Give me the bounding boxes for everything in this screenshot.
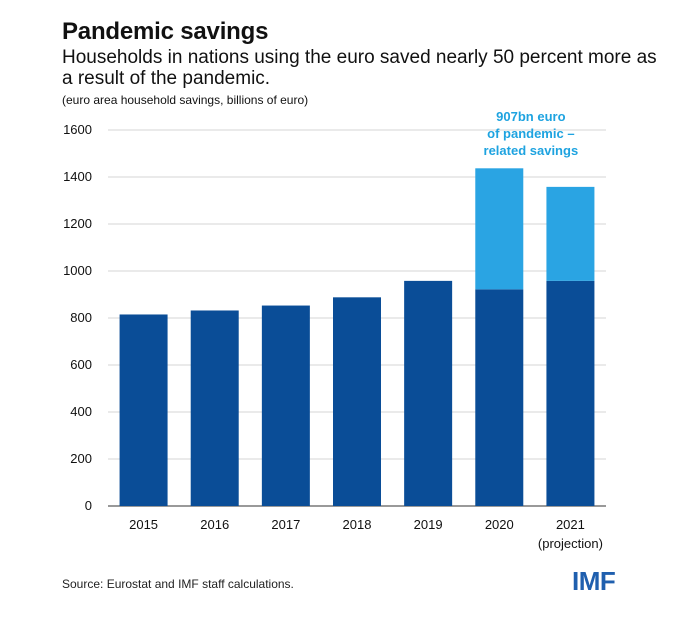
bar-base-2017 [261, 305, 310, 506]
x-tick-sublabel: (projection) [538, 536, 603, 551]
source-note: Source: Eurostat and IMF staff calculati… [62, 577, 294, 591]
x-tick-label: 2020 [485, 517, 514, 532]
bar-base-2018 [333, 297, 381, 506]
x-tick-label: 2021 [556, 517, 585, 532]
y-tick-label: 1400 [63, 169, 92, 184]
chart-subtitle: Households in nations using the euro sav… [62, 47, 657, 89]
y-tick-label: 800 [70, 310, 92, 325]
bar-base-2016 [190, 310, 239, 506]
y-tick-label: 1200 [63, 216, 92, 231]
imf-logo: IMF [572, 566, 616, 596]
x-tick-label: 2016 [200, 517, 229, 532]
x-tick-label: 2018 [343, 517, 372, 532]
y-tick-label: 400 [70, 404, 92, 419]
unit-note: (euro area household savings, billions o… [62, 93, 309, 107]
y-tick-label: 1600 [63, 122, 92, 137]
x-tick-label: 2017 [271, 517, 300, 532]
bar-base-2019 [404, 280, 453, 506]
y-tick-label: 1000 [63, 263, 92, 278]
bar-base-2020 [475, 289, 524, 506]
pandemic-savings-annotation: related savings [484, 143, 579, 158]
y-tick-label: 600 [70, 357, 92, 372]
bar-base-2015 [119, 314, 168, 506]
bar-base-2021 [546, 280, 595, 506]
bar-pandemic-2020 [475, 168, 524, 290]
savings-bar-chart: 0 200 400 600 800 1000 1200 1400 1600 2015 2016 201… [63, 109, 606, 551]
pandemic-savings-annotation: of pandemic – [487, 126, 574, 141]
y-tick-label: 200 [70, 451, 92, 466]
pandemic-savings-annotation: 907bn euro [496, 109, 565, 124]
x-tick-label: 2015 [129, 517, 158, 532]
chart-title: Pandemic savings [62, 18, 269, 45]
y-tick-label: 0 [85, 498, 92, 513]
x-tick-label: 2019 [414, 517, 443, 532]
bar-pandemic-2021 [546, 186, 595, 281]
